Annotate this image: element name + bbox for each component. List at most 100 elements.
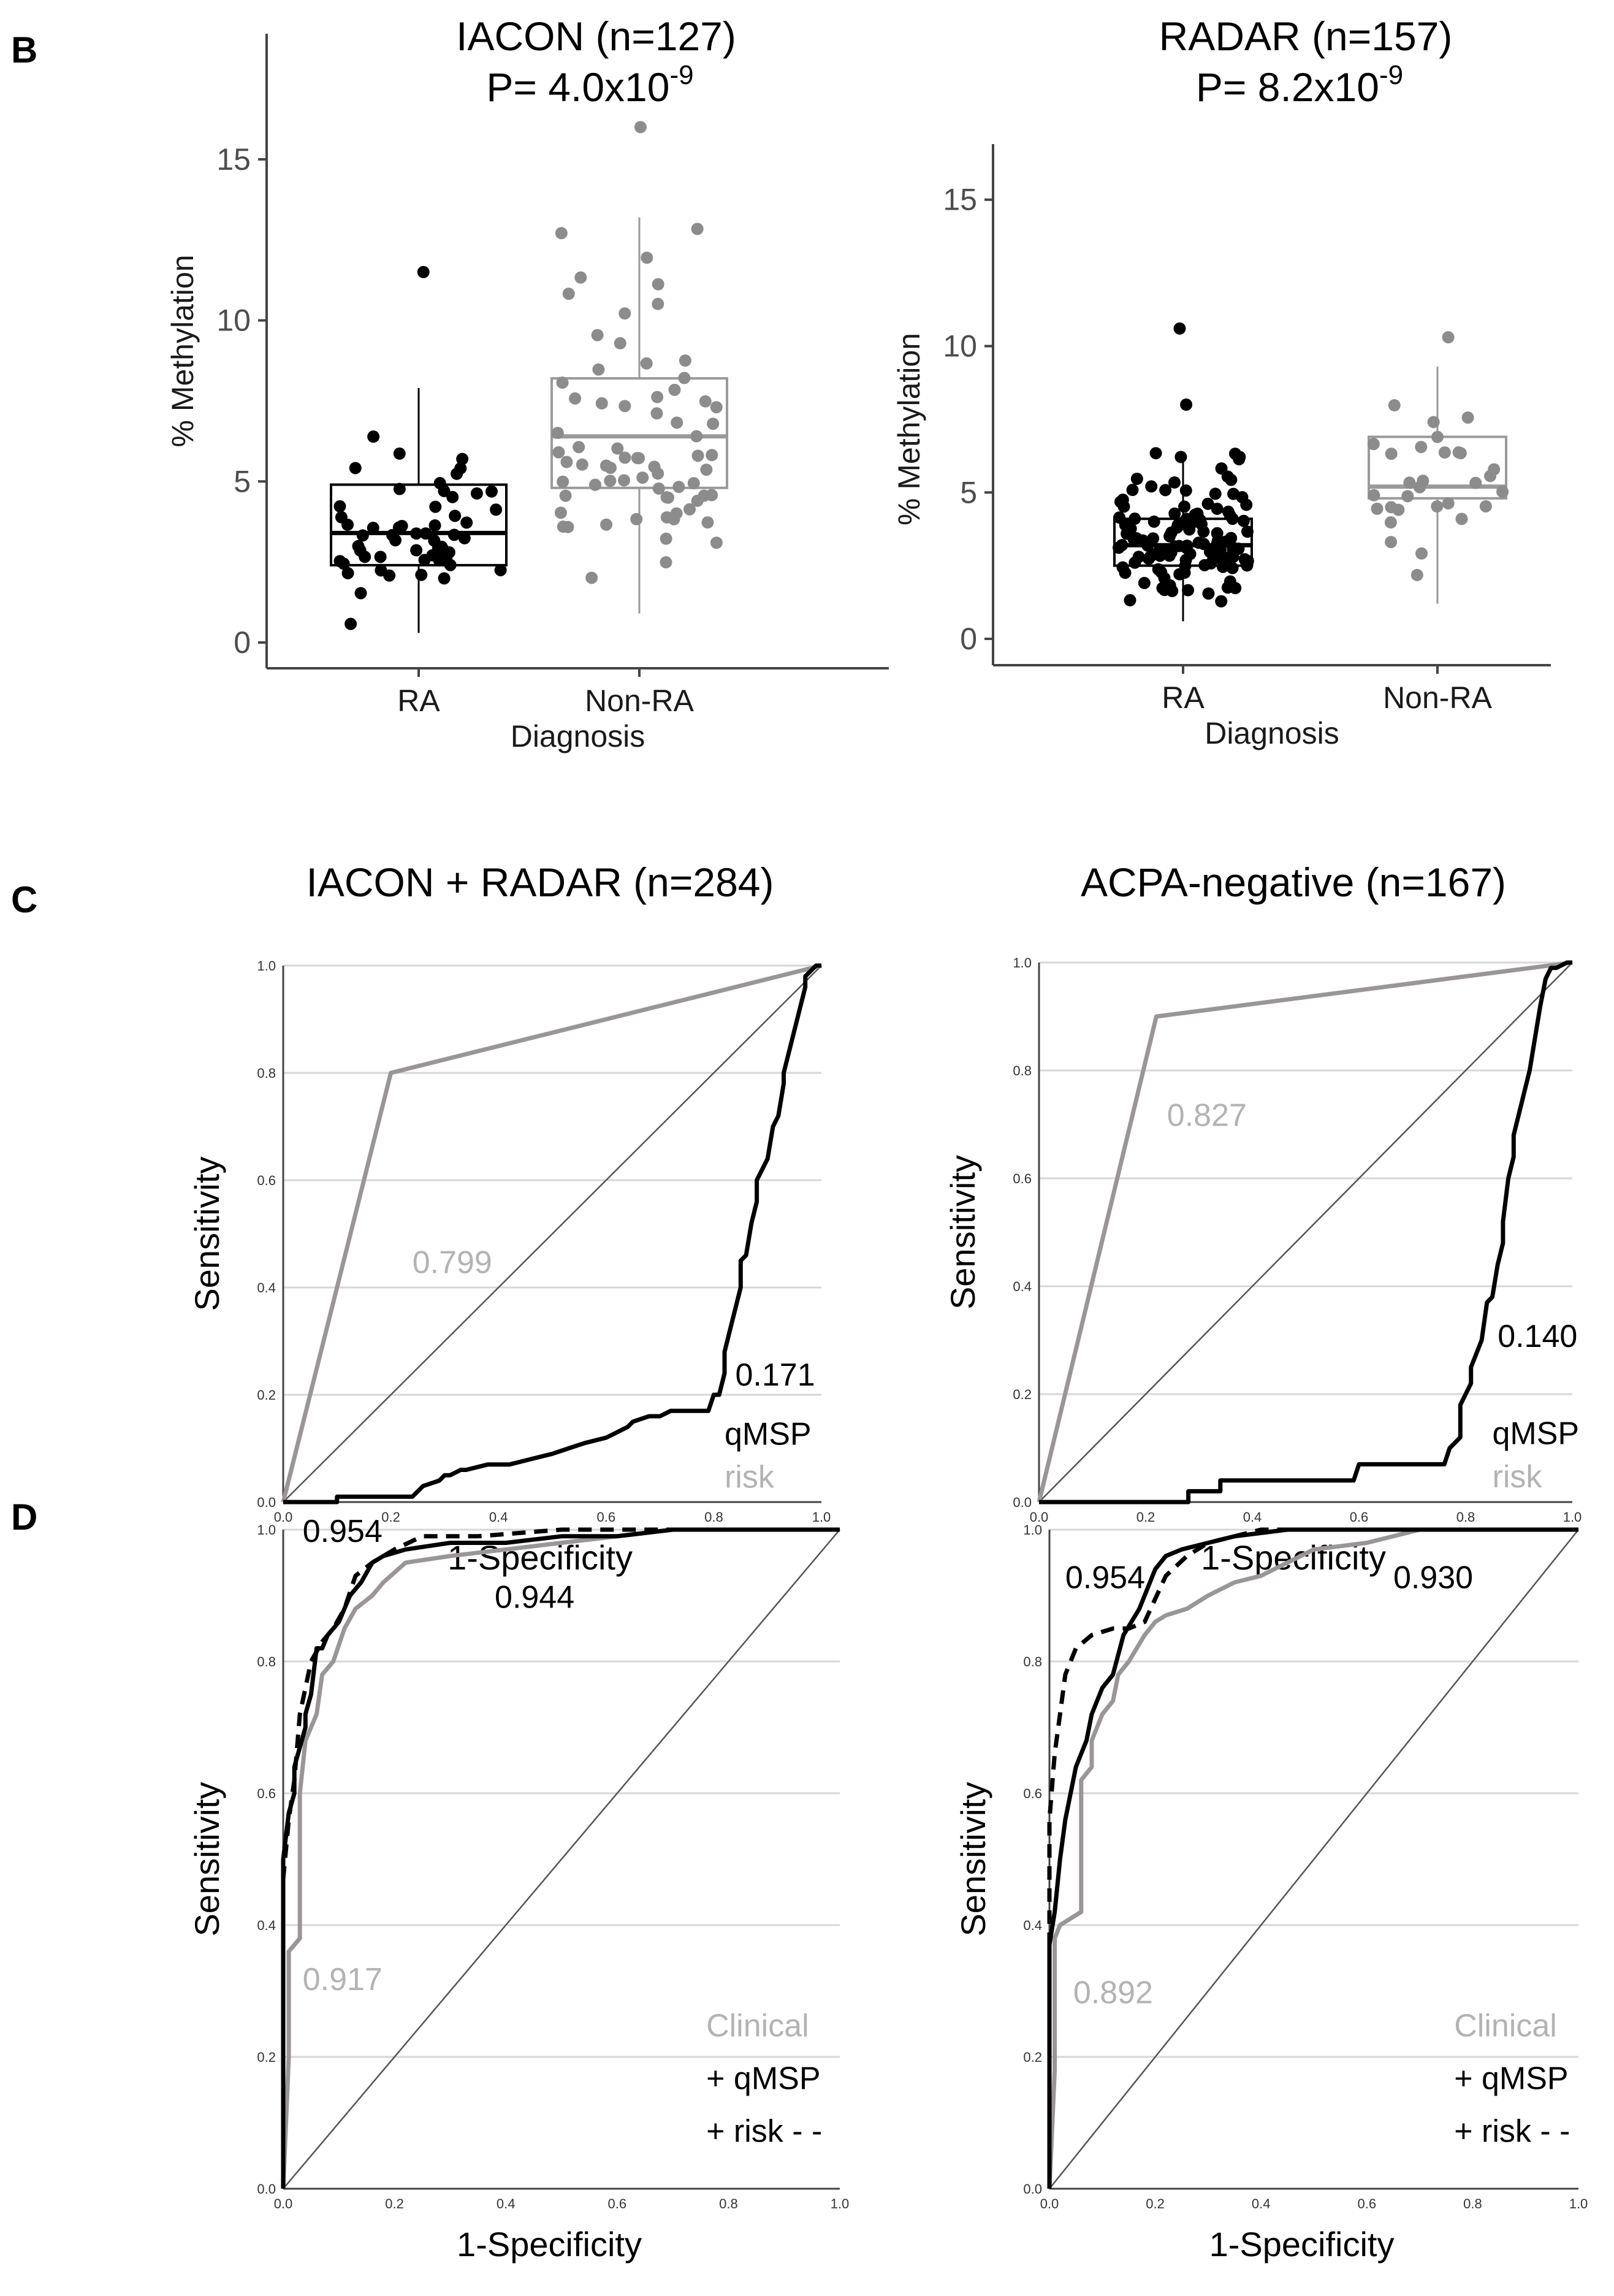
data-point [574,271,587,284]
data-point [393,482,406,495]
data-point-outlier [1180,399,1193,411]
data-point [687,477,700,490]
panel-label-c: C [11,879,37,920]
data-point [557,521,569,533]
data-point [573,441,585,454]
data-point [650,407,663,420]
data-point [1442,497,1455,509]
curve-annotation: qMSP [1493,1416,1580,1452]
x-tick-label: 0.2 [1136,1509,1155,1525]
data-point [1385,448,1398,460]
data-point [419,527,432,540]
data-point [344,617,357,630]
data-point [630,513,643,525]
y-tick-label: 0.4 [257,1280,276,1295]
chart-title: ACPA-negative (n=167) [1081,860,1506,905]
chart-title: IACON (n=127) [456,13,736,59]
data-point [444,559,457,571]
data-point [1225,532,1238,544]
data-point [1117,500,1130,513]
data-point [1124,522,1137,535]
data-point [1163,530,1176,543]
p-value-exponent: -9 [669,60,693,90]
data-point [1174,451,1187,463]
curve-annotation: 0.171 [736,1357,815,1393]
data-point [698,489,710,502]
data-point [1138,576,1151,589]
data-point [591,329,604,341]
x-tick-label: 0.6 [1358,2196,1377,2211]
box-iqr [330,483,508,566]
roc-curve-risk [1037,960,1573,1503]
y-axis-title: Sensitivity [188,1782,226,1936]
curve-annotation: risk [1493,1459,1543,1495]
data-point [1130,472,1143,485]
data-point [560,456,573,468]
curve-annotation: 0.930 [1393,1560,1473,1595]
y-tick-label: 0.6 [1023,1786,1042,1801]
data-point [341,566,354,579]
curve-annotation: 0.827 [1167,1097,1247,1133]
roc-curve-risk [1047,1527,1578,2189]
data-point [1159,484,1172,497]
reference-diagonal [283,1529,840,2189]
x-axis-title: Diagnosis [511,719,645,753]
chart-title: IACON + RADAR (n=284) [306,860,774,905]
panel-label-b: B [11,29,37,71]
data-point [633,452,645,465]
y-tick-label: 15 [943,183,977,217]
data-point [691,449,704,462]
x-tick-label: 0.0 [1030,1509,1049,1525]
data-point [428,519,441,532]
roc-curve-risk [281,963,822,1503]
data-point [619,307,631,320]
data-point [576,458,588,471]
data-point [652,297,664,310]
y-tick-label: 0.0 [257,2181,276,2197]
data-point [1496,485,1509,498]
data-point [1229,448,1242,460]
y-tick-label: 1.0 [1023,1522,1042,1538]
curve-annotation: 0.944 [495,1580,574,1615]
data-point [1127,533,1140,546]
data-point [1226,562,1239,574]
data-point [1388,399,1401,412]
data-point [678,372,691,384]
x-tick-label: 0.8 [1463,2196,1482,2211]
data-point [555,227,568,240]
x-axis-title: 1-Specificity [1209,2225,1395,2264]
data-point [1403,476,1416,489]
data-point [1202,587,1215,600]
data-point [672,481,685,494]
data-point [429,500,442,513]
data-point [1141,539,1154,552]
data-point [604,475,617,487]
data-point [1178,500,1191,513]
data-point [614,337,626,349]
data-point [1192,536,1205,549]
data-point [1143,552,1155,565]
chart-title: RADAR (n=157) [1159,13,1453,59]
data-point [1113,511,1126,524]
data-point [592,363,605,376]
reference-diagonal [1038,962,1573,1503]
data-point [710,401,723,414]
data-point [562,288,575,300]
x-tick-label: RA [1162,681,1205,715]
data-point [1211,527,1224,540]
y-axis-title: Sensitivity [954,1782,992,1936]
curve-annotation: Clinical [706,2008,809,2043]
p-value-label: P= 8.2x10-9 [1196,60,1403,110]
data-point [1427,416,1440,429]
y-axis-title: Sensitivity [943,1155,982,1310]
curve-annotation: 0.954 [1065,1560,1145,1595]
p-value-label: P= 4.0x10-9 [486,60,693,110]
x-tick-label: 1.0 [1563,1509,1582,1525]
data-point [449,509,462,522]
data-point [1168,476,1181,489]
data-point [1211,502,1224,515]
curve-annotation: qMSP [725,1416,812,1452]
roc-curve-qmsp [1047,1527,1578,2189]
data-point [389,534,402,547]
data-point [1371,502,1384,515]
